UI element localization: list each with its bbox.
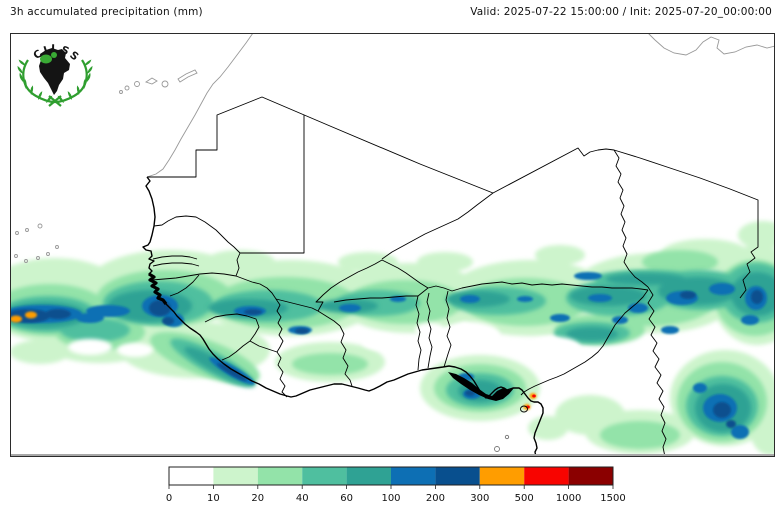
west-africa-highlight bbox=[40, 52, 57, 64]
colorbar-tick-label: 1000 bbox=[556, 493, 581, 504]
colorbar: 0 10 20 40 60 100 200 300 500 1000 1500 bbox=[166, 466, 626, 504]
colorbar-cell bbox=[391, 467, 436, 485]
colorbar-tick-label: 500 bbox=[515, 493, 534, 504]
colorbar-cell bbox=[568, 467, 613, 485]
precip-orange-layer bbox=[10, 311, 537, 410]
colorbar-ticks bbox=[168, 485, 614, 489]
precip-darkblue-layer bbox=[10, 290, 763, 428]
colorbar-cell bbox=[346, 467, 391, 485]
laurel-wreath bbox=[22, 59, 88, 107]
gulf-islands bbox=[494, 405, 528, 452]
colorbar-tick-label: 40 bbox=[296, 493, 309, 504]
colorbar-cell bbox=[169, 467, 214, 485]
cape-verde-islands bbox=[14, 223, 59, 263]
foreign-coastline bbox=[146, 33, 775, 178]
colorbar-tick-label: 10 bbox=[207, 493, 220, 504]
colorbar-cell bbox=[524, 467, 569, 485]
country-borders bbox=[147, 96, 759, 457]
colorbar-tick-label: 20 bbox=[251, 493, 264, 504]
northeast-gray-line bbox=[647, 33, 775, 56]
colorbar-tick-label: 200 bbox=[426, 493, 445, 504]
precipitation-field bbox=[10, 221, 775, 455]
precipitation-map: CILSS bbox=[10, 33, 775, 457]
validity-init-text: Valid: 2025-07-22 15:00:00 / Init: 2025-… bbox=[470, 6, 772, 18]
niger-delta bbox=[448, 372, 514, 401]
morocco-coastline bbox=[146, 33, 254, 178]
colorbar-cell bbox=[302, 467, 347, 485]
colorbar-cell bbox=[435, 467, 480, 485]
colorbar-cell bbox=[479, 467, 525, 485]
colorbar-cells bbox=[169, 467, 613, 485]
colorbar-tick-label: 300 bbox=[470, 493, 489, 504]
colorbar-cell bbox=[213, 467, 258, 485]
coastline bbox=[142, 176, 544, 457]
precip-gaps-layer bbox=[68, 322, 580, 357]
map-frame bbox=[10, 33, 775, 457]
colorbar-cell bbox=[257, 467, 303, 485]
colorbar-tick-label: 100 bbox=[381, 493, 400, 504]
colorbar-tick-label: 1500 bbox=[600, 493, 625, 504]
colorbar-tick-label: 60 bbox=[340, 493, 353, 504]
colorbar-tick-label: 0 bbox=[166, 493, 172, 504]
map-title: 3h accumulated precipitation (mm) bbox=[10, 6, 203, 18]
canary-islands bbox=[119, 69, 198, 94]
cilss-logo: CILSS bbox=[17, 43, 93, 107]
